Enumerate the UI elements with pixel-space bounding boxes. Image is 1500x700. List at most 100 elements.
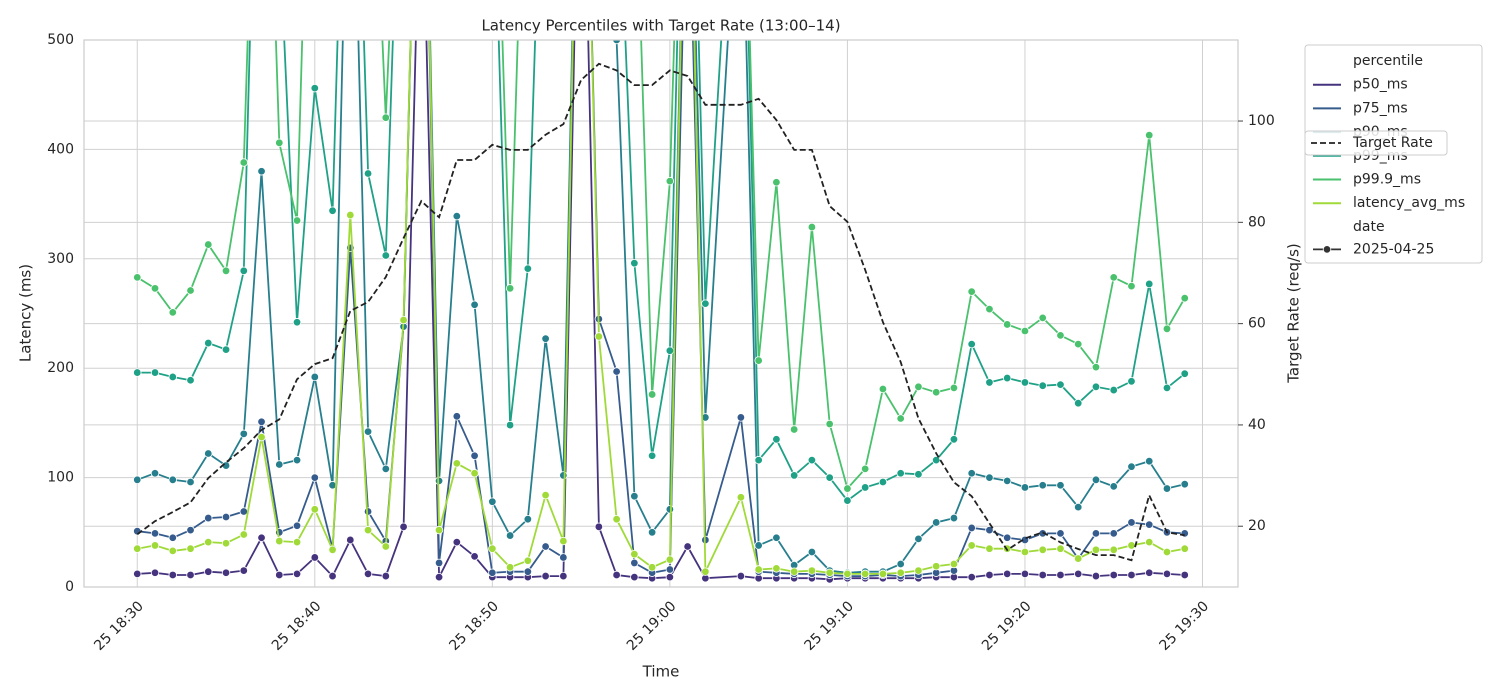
legend-label: latency_avg_ms <box>1353 195 1465 211</box>
data-point <box>1056 380 1065 389</box>
data-point <box>949 559 959 569</box>
data-point <box>168 546 177 556</box>
data-point <box>630 558 639 568</box>
data-point <box>1074 399 1083 408</box>
data-point <box>1109 385 1118 395</box>
data-point <box>1145 130 1154 140</box>
data-point <box>221 345 231 354</box>
chart-title: Latency Percentiles with Target Rate (13… <box>481 17 840 35</box>
y-tick-label: 500 <box>47 32 74 48</box>
data-point <box>1038 313 1047 323</box>
data-point <box>736 413 746 422</box>
legend-label: p75_ms <box>1353 100 1408 116</box>
data-point <box>949 435 959 444</box>
data-point <box>257 417 266 427</box>
data-point <box>541 571 550 581</box>
data-point <box>1091 475 1101 484</box>
data-point <box>559 571 568 581</box>
plot-area <box>133 40 1189 584</box>
data-point <box>967 541 976 550</box>
data-point <box>896 559 905 569</box>
data-point <box>204 449 213 458</box>
data-point <box>257 533 266 542</box>
data-point <box>434 558 444 568</box>
data-point <box>186 286 195 295</box>
data-point <box>168 308 177 317</box>
data-point <box>914 534 923 544</box>
data-point <box>1162 547 1172 557</box>
data-point <box>807 547 817 557</box>
data-point <box>1127 377 1136 386</box>
data-point <box>630 549 639 559</box>
legend-label: 2025-04-25 <box>1353 241 1434 257</box>
data-point <box>967 469 976 478</box>
data-point <box>1180 544 1189 553</box>
data-point <box>931 455 941 465</box>
data-point <box>1038 481 1047 490</box>
data-point <box>1056 529 1065 538</box>
data-point <box>381 251 391 260</box>
data-point <box>470 552 479 561</box>
data-point <box>523 567 533 576</box>
data-point <box>1091 545 1101 555</box>
data-point <box>221 512 231 522</box>
data-point <box>914 382 923 391</box>
data-point <box>1145 537 1154 547</box>
data-point <box>1180 369 1189 378</box>
data-point <box>1180 293 1189 303</box>
legend-marker <box>1322 245 1332 254</box>
data-point <box>186 544 195 553</box>
data-point <box>310 473 319 482</box>
data-point <box>1162 383 1172 393</box>
y-tick-label: 100 <box>47 470 74 486</box>
data-point <box>807 566 817 575</box>
data-point <box>310 83 319 93</box>
data-point <box>647 528 657 537</box>
data-point <box>1109 273 1118 282</box>
data-point <box>1003 373 1012 383</box>
data-point <box>292 216 302 225</box>
data-point <box>1109 482 1118 491</box>
data-point <box>150 284 160 293</box>
data-point <box>381 464 391 474</box>
data-point <box>1020 483 1030 492</box>
legend-title: percentile <box>1353 53 1423 69</box>
data-point <box>292 318 302 327</box>
data-point <box>594 332 604 341</box>
data-point <box>878 569 888 579</box>
data-point <box>1127 462 1136 471</box>
data-point <box>914 470 923 479</box>
data-point <box>1180 570 1189 580</box>
data-point <box>1091 362 1101 372</box>
data-point <box>1003 569 1012 579</box>
data-point <box>860 569 870 579</box>
data-point <box>505 420 515 430</box>
data-point <box>612 367 621 376</box>
data-point <box>204 537 213 547</box>
data-point <box>1145 520 1154 529</box>
legend-label: p99.9_ms <box>1353 172 1421 188</box>
data-point <box>754 455 763 465</box>
legend-subtitle: date <box>1353 219 1385 235</box>
data-point <box>843 496 852 505</box>
data-point <box>275 138 284 148</box>
data-point <box>985 525 994 535</box>
data-point <box>221 539 231 548</box>
data-point <box>168 570 177 580</box>
data-point <box>310 372 319 382</box>
data-point <box>381 571 391 581</box>
data-point <box>754 356 763 365</box>
data-point <box>1003 476 1012 486</box>
data-point <box>1020 378 1030 387</box>
data-point <box>346 535 355 545</box>
data-point <box>825 473 834 482</box>
data-point <box>825 568 834 577</box>
data-point <box>896 469 905 478</box>
data-point <box>381 542 391 551</box>
data-point <box>1003 320 1012 329</box>
data-point <box>1020 547 1030 557</box>
data-point <box>239 158 248 167</box>
data-point <box>186 477 195 487</box>
data-point <box>328 206 337 215</box>
data-point <box>133 273 142 282</box>
